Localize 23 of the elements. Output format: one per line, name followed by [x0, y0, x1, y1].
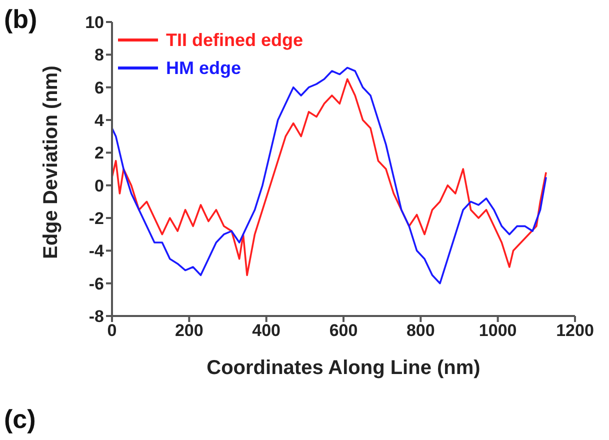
y-tick-label: -8	[88, 307, 104, 326]
x-tick-label: 200	[174, 321, 204, 340]
y-axis-title: Edge Deviation (nm)	[40, 66, 62, 259]
x-tick-label: 1200	[556, 321, 594, 340]
y-tick-label: 8	[94, 46, 104, 65]
legend-label: HM edge	[166, 57, 242, 80]
x-axis-title: Coordinates Along Line (nm)	[206, 357, 480, 379]
x-tick-label: 600	[329, 321, 358, 340]
x-tick-label: 400	[252, 321, 281, 340]
y-tick-label: 2	[94, 144, 104, 163]
y-tick-label: -2	[88, 209, 104, 228]
x-tick-label: 0	[107, 321, 117, 340]
y-tick-label: 0	[94, 176, 104, 196]
y-tick-label: 10	[85, 13, 104, 32]
y-tick-label: 6	[94, 78, 104, 98]
text: (b)	[4, 4, 38, 35]
x-tick-label: 800	[406, 321, 435, 340]
x-tick-label: 1000	[478, 321, 517, 340]
legend-label: TII defined edge	[166, 29, 304, 52]
y-tick-label: -6	[88, 274, 104, 294]
text: (c)	[4, 404, 36, 435]
y-tick-label: 4	[94, 111, 105, 130]
y-tick-label: -4	[88, 242, 105, 261]
